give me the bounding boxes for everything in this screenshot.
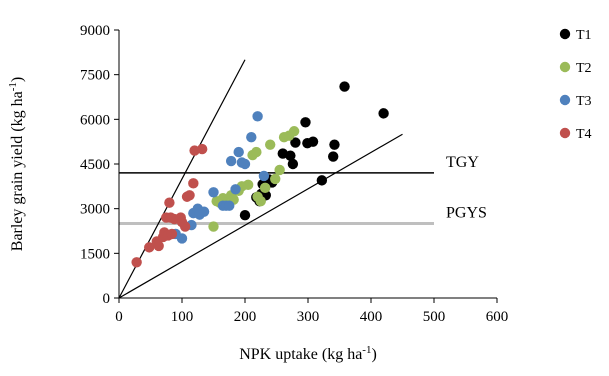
point-t1 [290,137,301,148]
reference-label-tgy: TGY [446,154,479,171]
y-tick-label: 0 [103,291,111,307]
boundary-line [118,133,403,299]
legend-marker-t4 [559,127,571,139]
point-t2 [242,179,254,191]
boundary-line [118,59,246,299]
x-tick-label: 400 [360,309,383,325]
point-t1 [285,150,296,161]
x-tick-label: 0 [115,309,123,325]
point-t1 [329,139,340,150]
point-t3 [230,184,241,195]
y-tick-label: 3000 [80,202,110,218]
y-tick-label: 7500 [80,68,110,84]
point-t1 [307,136,319,147]
point-t3 [176,233,188,244]
point-t4 [131,257,142,268]
point-t2 [265,139,276,150]
legend-marker-t2 [559,61,571,73]
x-tick-label: 600 [486,309,509,325]
point-t2 [270,173,281,185]
y-tick-label: 6000 [80,112,110,128]
legend-label-t2: T2 [576,61,592,76]
point-t4 [153,240,164,252]
point-t3 [208,187,219,198]
point-t3 [224,200,235,211]
data-points [131,81,389,268]
y-tick-label: 4500 [80,157,110,173]
x-axis-title: NPK uptake (kg ha-1) [239,344,377,363]
point-t4 [164,197,175,208]
point-t4 [188,178,199,189]
point-t2 [251,146,262,158]
point-t2 [288,126,300,137]
x-tick-label: 200 [234,309,257,325]
point-t2 [259,182,271,194]
legend-marker-t1 [559,28,571,40]
point-t4 [179,221,191,232]
x-tick-label: 100 [171,309,194,325]
x-tick-label: 500 [423,309,446,325]
point-t4 [196,143,208,155]
point-t3 [239,158,251,170]
point-t1 [239,210,251,221]
point-t3 [252,111,263,122]
y-tick-label: 9000 [80,23,110,39]
point-t2 [255,196,266,207]
axes: 0 100 200 300 400 500 600015003000450060007500… [80,23,508,325]
point-t4 [184,190,195,201]
point-t1 [328,151,339,162]
legend-marker-t3 [559,94,571,106]
point-t1 [339,81,350,92]
point-t4 [166,228,178,240]
legend: T1 T2 T3 T4 [559,28,592,142]
point-t3 [233,146,244,158]
point-t3 [258,170,270,182]
point-t2 [208,221,219,232]
series-t4 [131,143,208,268]
point-t3 [225,155,237,167]
point-t1 [378,108,389,119]
legend-label-t1: T1 [576,28,592,43]
legend-label-t4: T4 [576,127,592,142]
x-tick-label: 300 [297,309,320,325]
point-t2 [274,164,285,176]
series-t2 [208,126,300,232]
reference-labels: TGY PGYS [446,154,487,222]
point-t3 [198,206,210,217]
point-t1 [287,158,299,170]
point-t1 [316,175,328,186]
legend-label-t3: T3 [576,94,592,109]
y-axis-title: Barley grain yield (kg ha-1) [7,77,26,251]
point-t3 [246,132,257,143]
point-t4 [144,242,155,253]
point-t1 [300,117,311,128]
y-tick-label: 1500 [80,246,110,262]
reference-label-pgys: PGYS [446,205,487,222]
